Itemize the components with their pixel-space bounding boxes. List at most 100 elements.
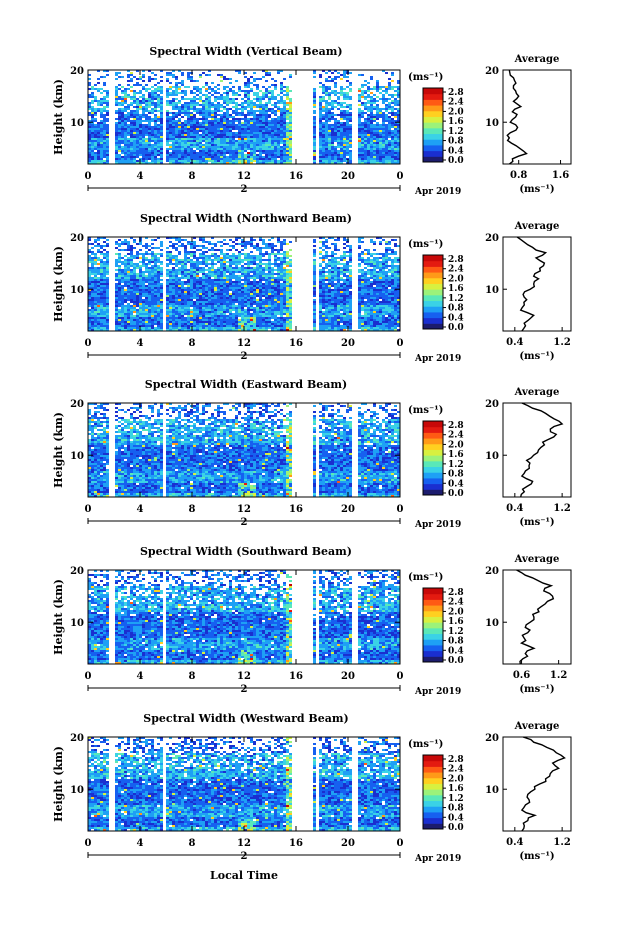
heatmap-cell: [337, 126, 340, 128]
heatmap-cell: [166, 128, 169, 130]
heatmap-cell: [373, 275, 376, 277]
average-x-tick-label: 0.8: [510, 170, 527, 181]
heatmap-cell: [205, 96, 208, 98]
heatmap-cell: [190, 150, 193, 152]
heatmap-cell: [214, 243, 217, 245]
heatmap-cell: [169, 146, 172, 148]
heatmap-cell: [244, 275, 247, 277]
heatmap-cell: [115, 98, 118, 100]
heatmap-cell: [160, 263, 163, 265]
heatmap-cell: [157, 116, 160, 118]
heatmap-cell: [268, 74, 271, 76]
heatmap-cell: [376, 118, 379, 120]
heatmap-cell: [247, 259, 250, 261]
heatmap-cell: [181, 259, 184, 261]
heatmap-cell: [151, 112, 154, 114]
heatmap-cell: [205, 265, 208, 267]
heatmap-cell: [91, 263, 94, 265]
heatmap-cell: [178, 158, 181, 160]
heatmap-cell: [229, 144, 232, 146]
heatmap-cell: [385, 110, 388, 112]
heatmap-cell: [196, 249, 199, 251]
heatmap-cell: [265, 243, 268, 245]
heatmap-cell: [364, 132, 367, 134]
heatmap-cell: [187, 273, 190, 275]
heatmap-cell: [283, 122, 286, 124]
heatmap-cell: [280, 156, 283, 158]
heatmap-cell: [367, 279, 370, 281]
heatmap-cell: [289, 265, 292, 267]
heatmap-cell: [157, 150, 160, 152]
heatmap-cell: [208, 156, 211, 158]
heatmap-cell: [115, 112, 118, 114]
heatmap-cell: [175, 255, 178, 257]
heatmap-cell: [271, 158, 274, 160]
beam-panel-0: Spectral Width (Vertical Beam)Height (km…: [52, 45, 571, 197]
heatmap-cell: [193, 150, 196, 152]
heatmap-cell: [322, 118, 325, 120]
heatmap-cell: [121, 277, 124, 279]
heatmap-cell: [94, 126, 97, 128]
heatmap-cell: [367, 100, 370, 102]
heatmap-cell: [172, 118, 175, 120]
heatmap-cell: [121, 142, 124, 144]
heatmap-cell: [259, 120, 262, 122]
heatmap-cell: [382, 283, 385, 285]
heatmap-cell: [268, 263, 271, 265]
heatmap-cell: [205, 94, 208, 96]
heatmap-cell: [184, 134, 187, 136]
heatmap-cell: [328, 108, 331, 110]
heatmap-cell: [289, 281, 292, 283]
heatmap-cell: [283, 90, 286, 92]
heatmap-cell: [145, 132, 148, 134]
heatmap-cell: [208, 74, 211, 76]
heatmap-cell: [277, 100, 280, 102]
heatmap-cell: [346, 271, 349, 273]
heatmap-cell: [235, 154, 238, 156]
heatmap-cell: [106, 110, 109, 112]
heatmap-cell: [223, 126, 226, 128]
heatmap-cell: [331, 259, 334, 261]
heatmap-cell: [157, 247, 160, 249]
heatmap-cell: [166, 154, 169, 156]
heatmap-cell: [133, 160, 136, 162]
heatmap-cell: [331, 108, 334, 110]
heatmap-cell: [232, 100, 235, 102]
heatmap-cell: [151, 255, 154, 257]
heatmap-cell: [94, 281, 97, 283]
heatmap-cell: [319, 110, 322, 112]
heatmap-cell: [259, 281, 262, 283]
heatmap-cell: [361, 281, 364, 283]
heatmap-cell: [115, 92, 118, 94]
heatmap-cell: [385, 116, 388, 118]
heatmap-cell: [238, 263, 241, 265]
heatmap-cell: [376, 285, 379, 287]
heatmap-cell: [367, 114, 370, 116]
heatmap-cell: [202, 245, 205, 247]
heatmap-cell: [268, 255, 271, 257]
heatmap-cell: [217, 257, 220, 259]
y-tick-label: 10: [70, 118, 84, 129]
heatmap-cell: [169, 283, 172, 285]
heatmap-cell: [172, 263, 175, 265]
heatmap-cell: [319, 160, 322, 162]
heatmap-cell: [394, 275, 397, 277]
heatmap-cell: [280, 130, 283, 132]
heatmap-cell: [289, 122, 292, 124]
heatmap-cell: [175, 122, 178, 124]
heatmap-cell: [241, 261, 244, 263]
heatmap-cell: [334, 102, 337, 104]
heatmap-cell: [256, 245, 259, 247]
heatmap-cell: [214, 275, 217, 277]
heatmap-cell: [148, 148, 151, 150]
heatmap-cell: [205, 104, 208, 106]
heatmap-cell: [265, 277, 268, 279]
heatmap-cell: [325, 120, 328, 122]
heatmap-cell: [379, 156, 382, 158]
heatmap-cell: [370, 96, 373, 98]
heatmap-cell: [202, 116, 205, 118]
heatmap-cell: [262, 126, 265, 128]
heatmap-cell: [328, 154, 331, 156]
heatmap-cell: [226, 126, 229, 128]
heatmap-cell: [121, 152, 124, 154]
